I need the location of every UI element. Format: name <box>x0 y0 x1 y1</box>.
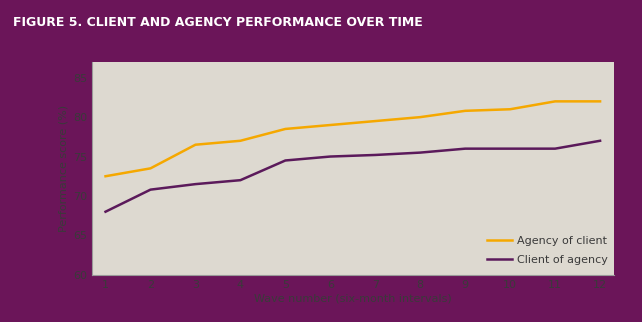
Line: Agency of client: Agency of client <box>105 101 600 176</box>
Agency of client <box>101 174 109 178</box>
Agency of client <box>327 123 334 127</box>
Agency of client <box>281 127 289 131</box>
Client of agency <box>281 158 289 162</box>
Client of agency <box>551 147 559 151</box>
Text: FIGURE 5. CLIENT AND AGENCY PERFORMANCE OVER TIME: FIGURE 5. CLIENT AND AGENCY PERFORMANCE … <box>13 16 422 30</box>
Agency of client <box>596 99 604 103</box>
Client of agency <box>327 155 334 158</box>
Agency of client <box>191 143 199 147</box>
Agency of client <box>236 139 244 143</box>
Bar <box>3 3 639 43</box>
Legend: Agency of client, Client of agency: Agency of client, Client of agency <box>483 232 612 270</box>
Y-axis label: Performance score (%): Performance score (%) <box>59 105 69 232</box>
Line: Client of agency: Client of agency <box>105 141 600 212</box>
Agency of client <box>551 99 559 103</box>
Client of agency <box>417 151 424 155</box>
Client of agency <box>462 147 469 151</box>
Agency of client <box>462 109 469 113</box>
Agency of client <box>507 107 514 111</box>
Client of agency <box>372 153 379 157</box>
Client of agency <box>101 210 109 213</box>
X-axis label: Wave number (six-month intervals): Wave number (six-month intervals) <box>254 294 452 304</box>
Agency of client <box>417 115 424 119</box>
Client of agency <box>191 182 199 186</box>
Client of agency <box>596 139 604 143</box>
Client of agency <box>236 178 244 182</box>
Agency of client <box>372 119 379 123</box>
Client of agency <box>507 147 514 151</box>
Client of agency <box>146 188 154 192</box>
Agency of client <box>146 166 154 170</box>
